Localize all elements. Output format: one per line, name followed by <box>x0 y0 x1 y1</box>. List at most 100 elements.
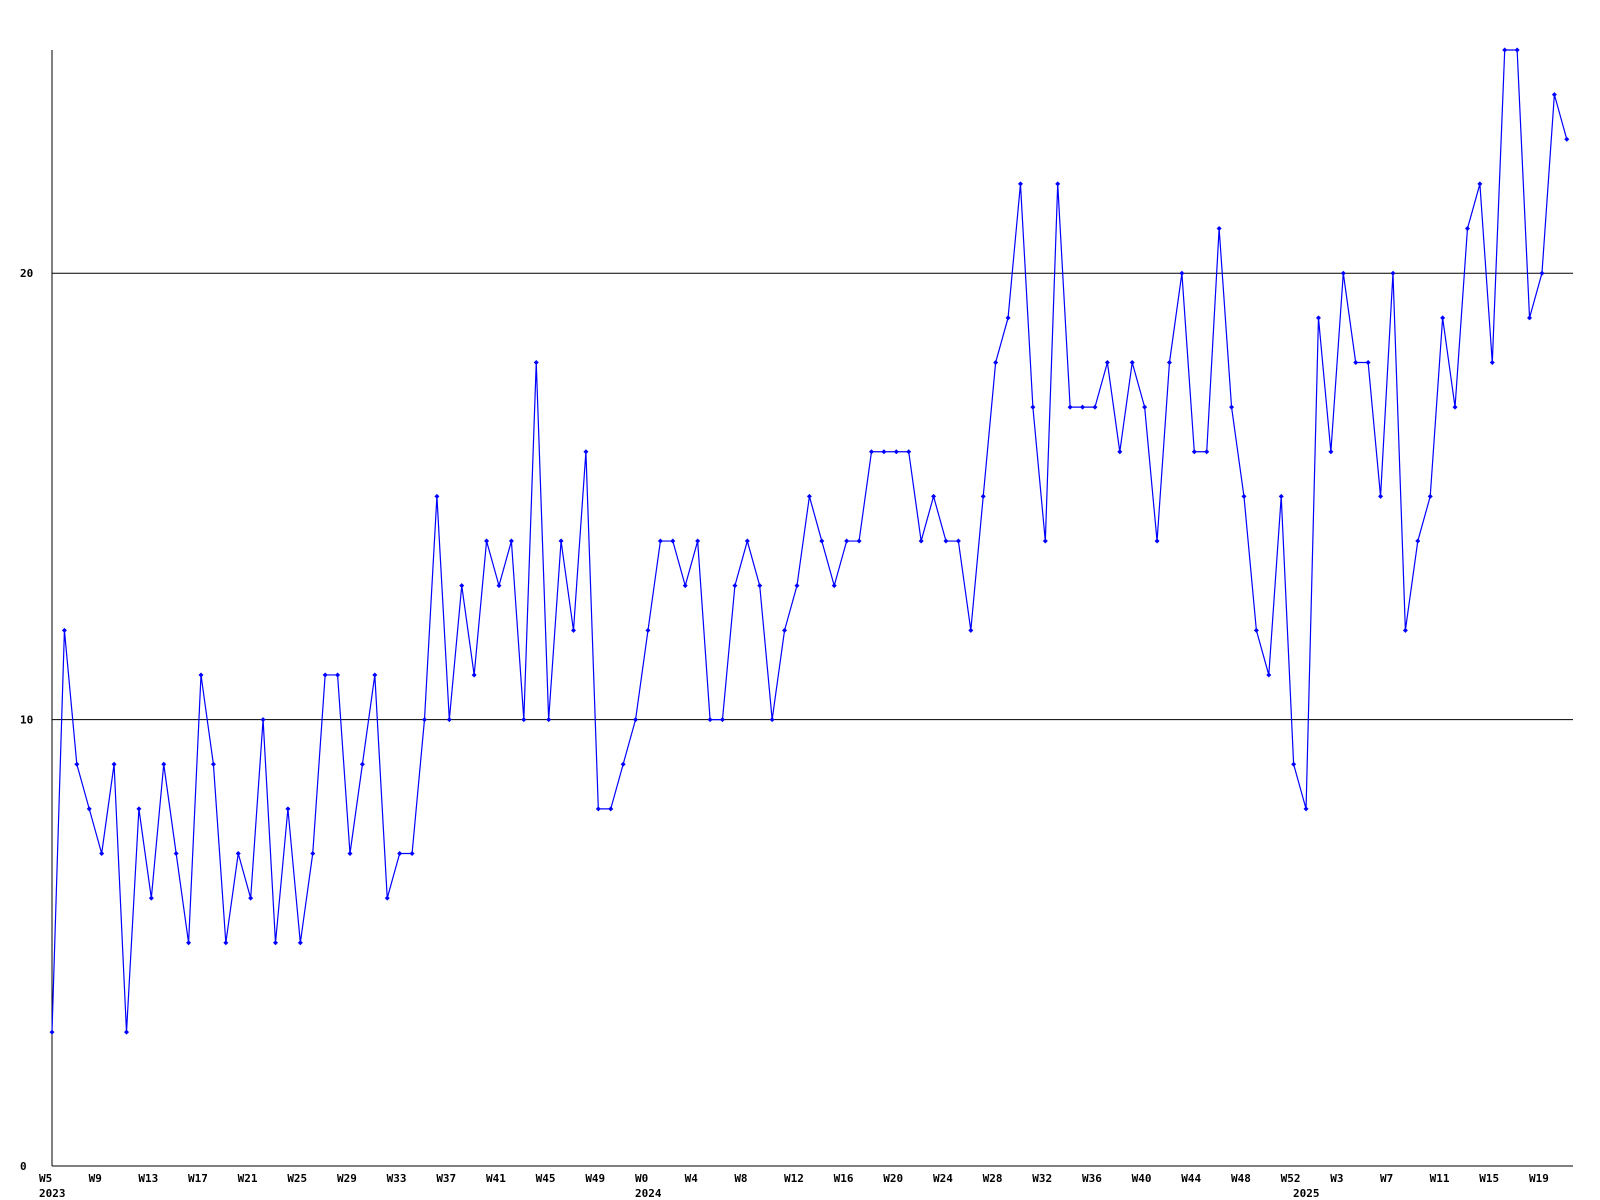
x-tick-label: W41 <box>486 1172 506 1185</box>
x-tick-label: W8 <box>734 1172 747 1185</box>
point-marker <box>583 449 589 455</box>
point-marker <box>161 761 167 767</box>
point-marker <box>806 493 812 499</box>
point-marker <box>1353 359 1359 365</box>
point-marker <box>831 583 837 589</box>
point-marker <box>980 493 986 499</box>
point-marker <box>384 895 390 901</box>
point-marker <box>1055 181 1061 187</box>
point-marker <box>1191 449 1197 455</box>
y-tick-label: 10 <box>20 714 33 727</box>
point-marker <box>893 449 899 455</box>
point-marker <box>670 538 676 544</box>
x-tick-label: W52 <box>1281 1172 1301 1185</box>
point-marker <box>1067 404 1073 410</box>
point-marker <box>297 940 303 946</box>
x-tick-label: W0 <box>635 1172 648 1185</box>
point-marker <box>508 538 514 544</box>
point-marker <box>546 717 552 723</box>
point-marker <box>1142 404 1148 410</box>
point-marker <box>446 717 452 723</box>
x-tick-label: W12 <box>784 1172 804 1185</box>
point-marker <box>943 538 949 544</box>
series-line <box>51 49 1568 1033</box>
point-marker <box>471 672 477 678</box>
x-tick-label: W9 <box>89 1172 102 1185</box>
x-tick-label: W29 <box>337 1172 357 1185</box>
point-marker <box>421 717 427 723</box>
point-marker <box>881 449 887 455</box>
point-marker <box>1427 493 1433 499</box>
point-marker <box>769 717 775 723</box>
point-marker <box>1402 627 1408 633</box>
point-marker <box>620 761 626 767</box>
point-marker <box>695 538 701 544</box>
x-tick-label: W15 <box>1479 1172 1499 1185</box>
point-marker <box>1440 315 1446 321</box>
x-tick-label: W28 <box>983 1172 1003 1185</box>
point-marker <box>1042 538 1048 544</box>
x-tick-label: W4 <box>685 1172 699 1185</box>
point-marker <box>173 851 179 857</box>
x-tick-label: W11 <box>1430 1172 1450 1185</box>
point-marker <box>1452 404 1458 410</box>
y-tick-label: 20 <box>20 267 33 280</box>
point-marker <box>633 717 639 723</box>
point-marker <box>310 851 316 857</box>
point-marker <box>347 851 353 857</box>
point-marker <box>993 359 999 365</box>
point-marker <box>645 627 651 633</box>
point-marker <box>1166 359 1172 365</box>
x-tick-label: W36 <box>1082 1172 1102 1185</box>
point-marker <box>1303 806 1309 812</box>
point-marker <box>1216 226 1222 232</box>
point-marker <box>397 851 403 857</box>
point-marker <box>61 627 67 633</box>
year-label: 2023 <box>39 1187 66 1200</box>
point-marker <box>74 761 80 767</box>
point-marker <box>285 806 291 812</box>
point-marker <box>794 583 800 589</box>
point-marker <box>148 895 154 901</box>
point-marker <box>359 761 365 767</box>
point-marker <box>682 583 688 589</box>
point-marker <box>1092 404 1098 410</box>
point-marker <box>819 538 825 544</box>
point-marker <box>1241 493 1247 499</box>
point-marker <box>99 851 105 857</box>
point-marker <box>223 940 229 946</box>
point-marker <box>1080 404 1086 410</box>
x-tick-label: W40 <box>1132 1172 1152 1185</box>
x-tick-label: W48 <box>1231 1172 1251 1185</box>
x-tick-label: W44 <box>1181 1172 1201 1185</box>
x-tick-label: W25 <box>287 1172 307 1185</box>
point-marker <box>1104 359 1110 365</box>
point-marker <box>1017 181 1023 187</box>
point-marker <box>719 717 725 723</box>
point-marker <box>707 717 713 723</box>
point-marker <box>1154 538 1160 544</box>
point-marker <box>496 583 502 589</box>
point-marker <box>372 672 378 678</box>
x-tick-label: W3 <box>1330 1172 1343 1185</box>
point-marker <box>1415 538 1421 544</box>
x-tick-label: W21 <box>238 1172 258 1185</box>
point-marker <box>1328 449 1334 455</box>
point-marker <box>1464 226 1470 232</box>
point-marker <box>248 895 254 901</box>
y-tick-label: 0 <box>20 1160 27 1173</box>
point-marker <box>1291 761 1297 767</box>
x-tick-label: W45 <box>536 1172 556 1185</box>
point-marker <box>521 717 527 723</box>
point-marker <box>1340 270 1346 276</box>
point-marker <box>335 672 341 678</box>
point-marker <box>198 672 204 678</box>
x-tick-label: W17 <box>188 1172 208 1185</box>
point-marker <box>111 761 117 767</box>
point-marker <box>1564 136 1570 142</box>
point-marker <box>1527 315 1533 321</box>
x-tick-label: W33 <box>387 1172 407 1185</box>
x-tick-label: W19 <box>1529 1172 1549 1185</box>
point-marker <box>1502 47 1508 53</box>
point-marker <box>484 538 490 544</box>
